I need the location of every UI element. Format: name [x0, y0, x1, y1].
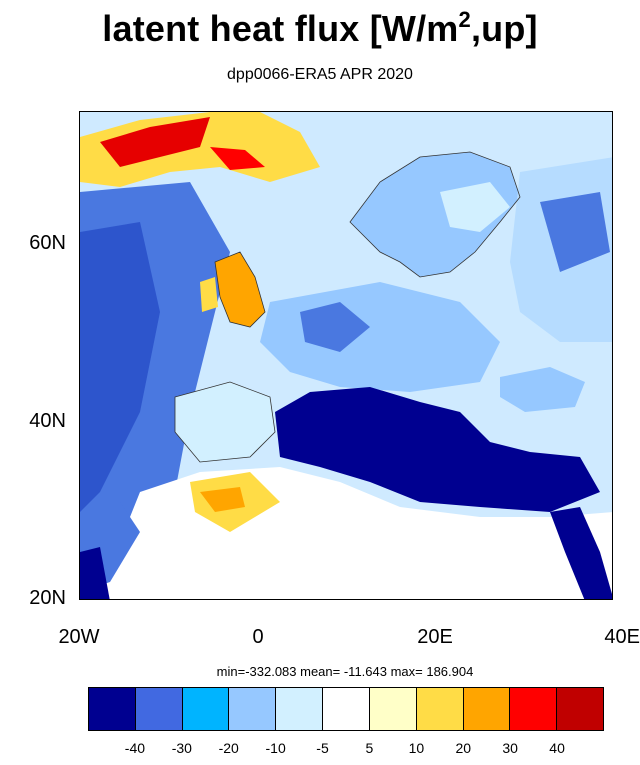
colorbar-segment [557, 688, 603, 730]
coastline-iberia [174, 381, 276, 463]
colorbar-label: 20 [455, 740, 472, 756]
black-sea [500, 367, 585, 412]
coastline-scandinavia [349, 151, 521, 278]
colorbar-segment [229, 688, 277, 730]
map-statistics: min=-332.083 mean= -11.643 max= 186.904 [216, 664, 474, 679]
lat-label-40n: 40N [29, 410, 66, 432]
colorbar-label: -5 [316, 740, 329, 756]
central-europe-negative [300, 302, 370, 352]
colorbar-label: 30 [502, 740, 518, 756]
latent-heat-flux-map [80, 112, 612, 599]
red-sea [550, 507, 612, 599]
colorbar-segment [463, 688, 511, 730]
colorbar-label: -20 [218, 740, 239, 756]
colorbar-label: 10 [408, 740, 425, 756]
northwest-africa-strong [200, 487, 245, 512]
lat-label-20n: 20N [29, 587, 66, 609]
scandinavia-region [350, 152, 520, 277]
ireland [200, 277, 218, 312]
mediterranean-sea [275, 387, 600, 512]
colorbar-segment [323, 688, 370, 730]
lon-label-40e: 40E [604, 626, 640, 648]
colorbar-segment [416, 688, 464, 730]
colorbar-segment [89, 688, 136, 730]
colorbar-segment [510, 688, 558, 730]
map-plot-area [79, 111, 613, 600]
colorbar-label: -30 [171, 740, 192, 756]
british-isles [215, 252, 265, 327]
eastern-negative-patch [540, 192, 610, 272]
arctic-strong-positive [100, 117, 210, 167]
lon-label-20w: 20W [58, 626, 100, 648]
arctic-strong-positive-2 [210, 147, 265, 170]
colorbar-segment [182, 688, 230, 730]
colorbar-segment [276, 688, 324, 730]
lat-label-60n: 60N [29, 232, 66, 254]
chart-subtitle: dpp0066-ERA5 APR 2020 [227, 66, 413, 83]
colorbar-segment [369, 688, 417, 730]
lon-label-20e: 20E [417, 626, 453, 648]
coastline-uk [214, 251, 266, 328]
colorbar-label: -10 [265, 740, 286, 756]
colorbar-segment [135, 688, 183, 730]
lon-label-0: 0 [252, 626, 264, 648]
canary-deep [80, 547, 110, 599]
scandinavia-light [440, 182, 510, 232]
iberia [175, 382, 275, 462]
chart-title: latent heat flux [W/m2,up] [102, 7, 538, 49]
colorbar-label: 40 [549, 740, 565, 756]
colorbar-label: -40 [124, 740, 146, 756]
atlantic-deep-region [80, 222, 160, 512]
colorbar [88, 687, 604, 731]
colorbar-label: 5 [365, 740, 374, 756]
